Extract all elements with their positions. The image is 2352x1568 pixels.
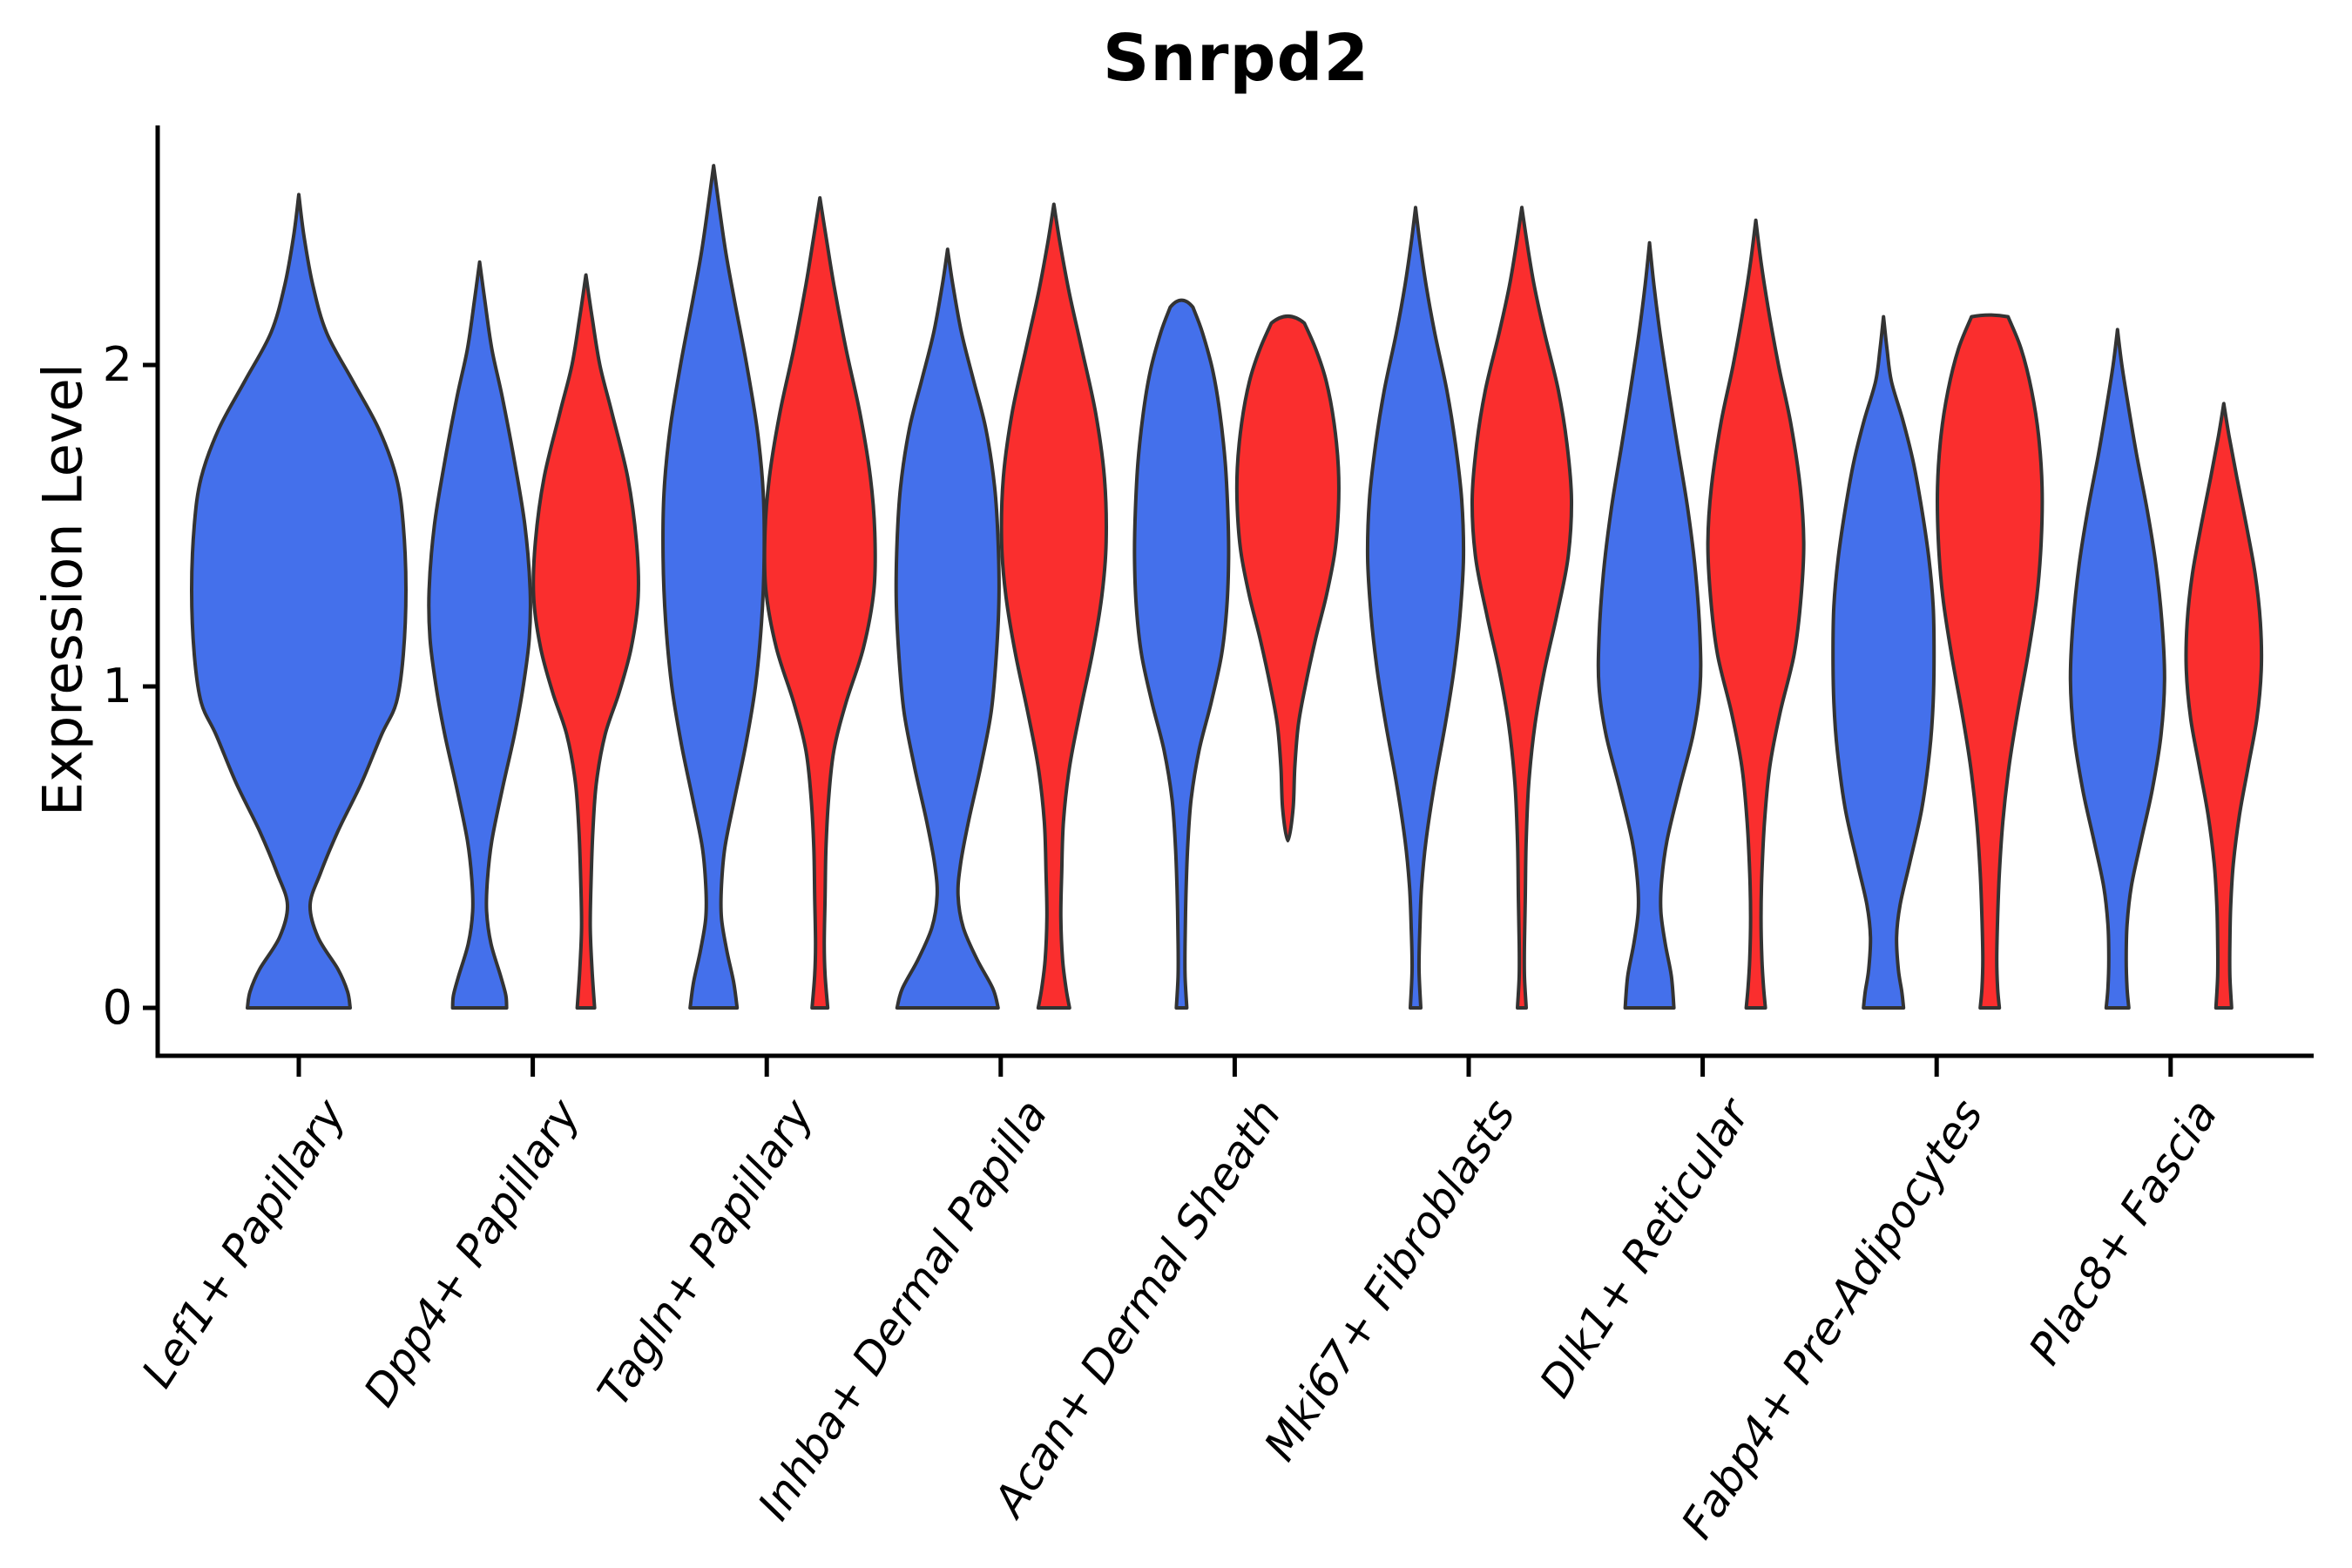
violin-dlk1-reticular-blue [1596, 240, 1703, 1010]
violin-tagln-papillary-blue [661, 164, 767, 1010]
y-tick-label-0: 0 [102, 980, 132, 1035]
violin-plac8-fascia-red [2184, 402, 2264, 1010]
violin-lef1-papillary-blue [190, 193, 408, 1010]
violin-tagln-papillary-red [762, 196, 877, 1010]
violin-dpp4-papillary-blue [427, 260, 532, 1010]
axis-layer [143, 125, 2314, 1077]
violin-layer [190, 164, 2264, 1010]
violin-fabp4-pre-adipocytes-blue [1831, 314, 1936, 1010]
violin-dpp4-papillary-red [531, 273, 640, 1010]
violin-acan-dermal-sheath-red [1234, 314, 1341, 843]
violin-mki67-fibroblasts-red [1470, 206, 1574, 1010]
y-tick-label-2: 2 [102, 337, 132, 392]
violin-mki67-fibroblasts-blue [1365, 206, 1466, 1010]
violin-inhba-dermal-papilla-blue [894, 247, 1001, 1010]
violin-acan-dermal-sheath-blue [1132, 298, 1231, 1010]
chart-title: Snrpd2 [1103, 21, 1369, 96]
violin-plac8-fascia-blue [2068, 328, 2166, 1010]
y-tick-label-1: 1 [102, 659, 132, 713]
violin-fabp4-pre-adipocytes-red [1936, 313, 2044, 1010]
y-axis-label: Expression Level [30, 363, 95, 816]
violin-inhba-dermal-papilla-red [999, 202, 1108, 1010]
violin-dlk1-reticular-red [1706, 218, 1806, 1010]
